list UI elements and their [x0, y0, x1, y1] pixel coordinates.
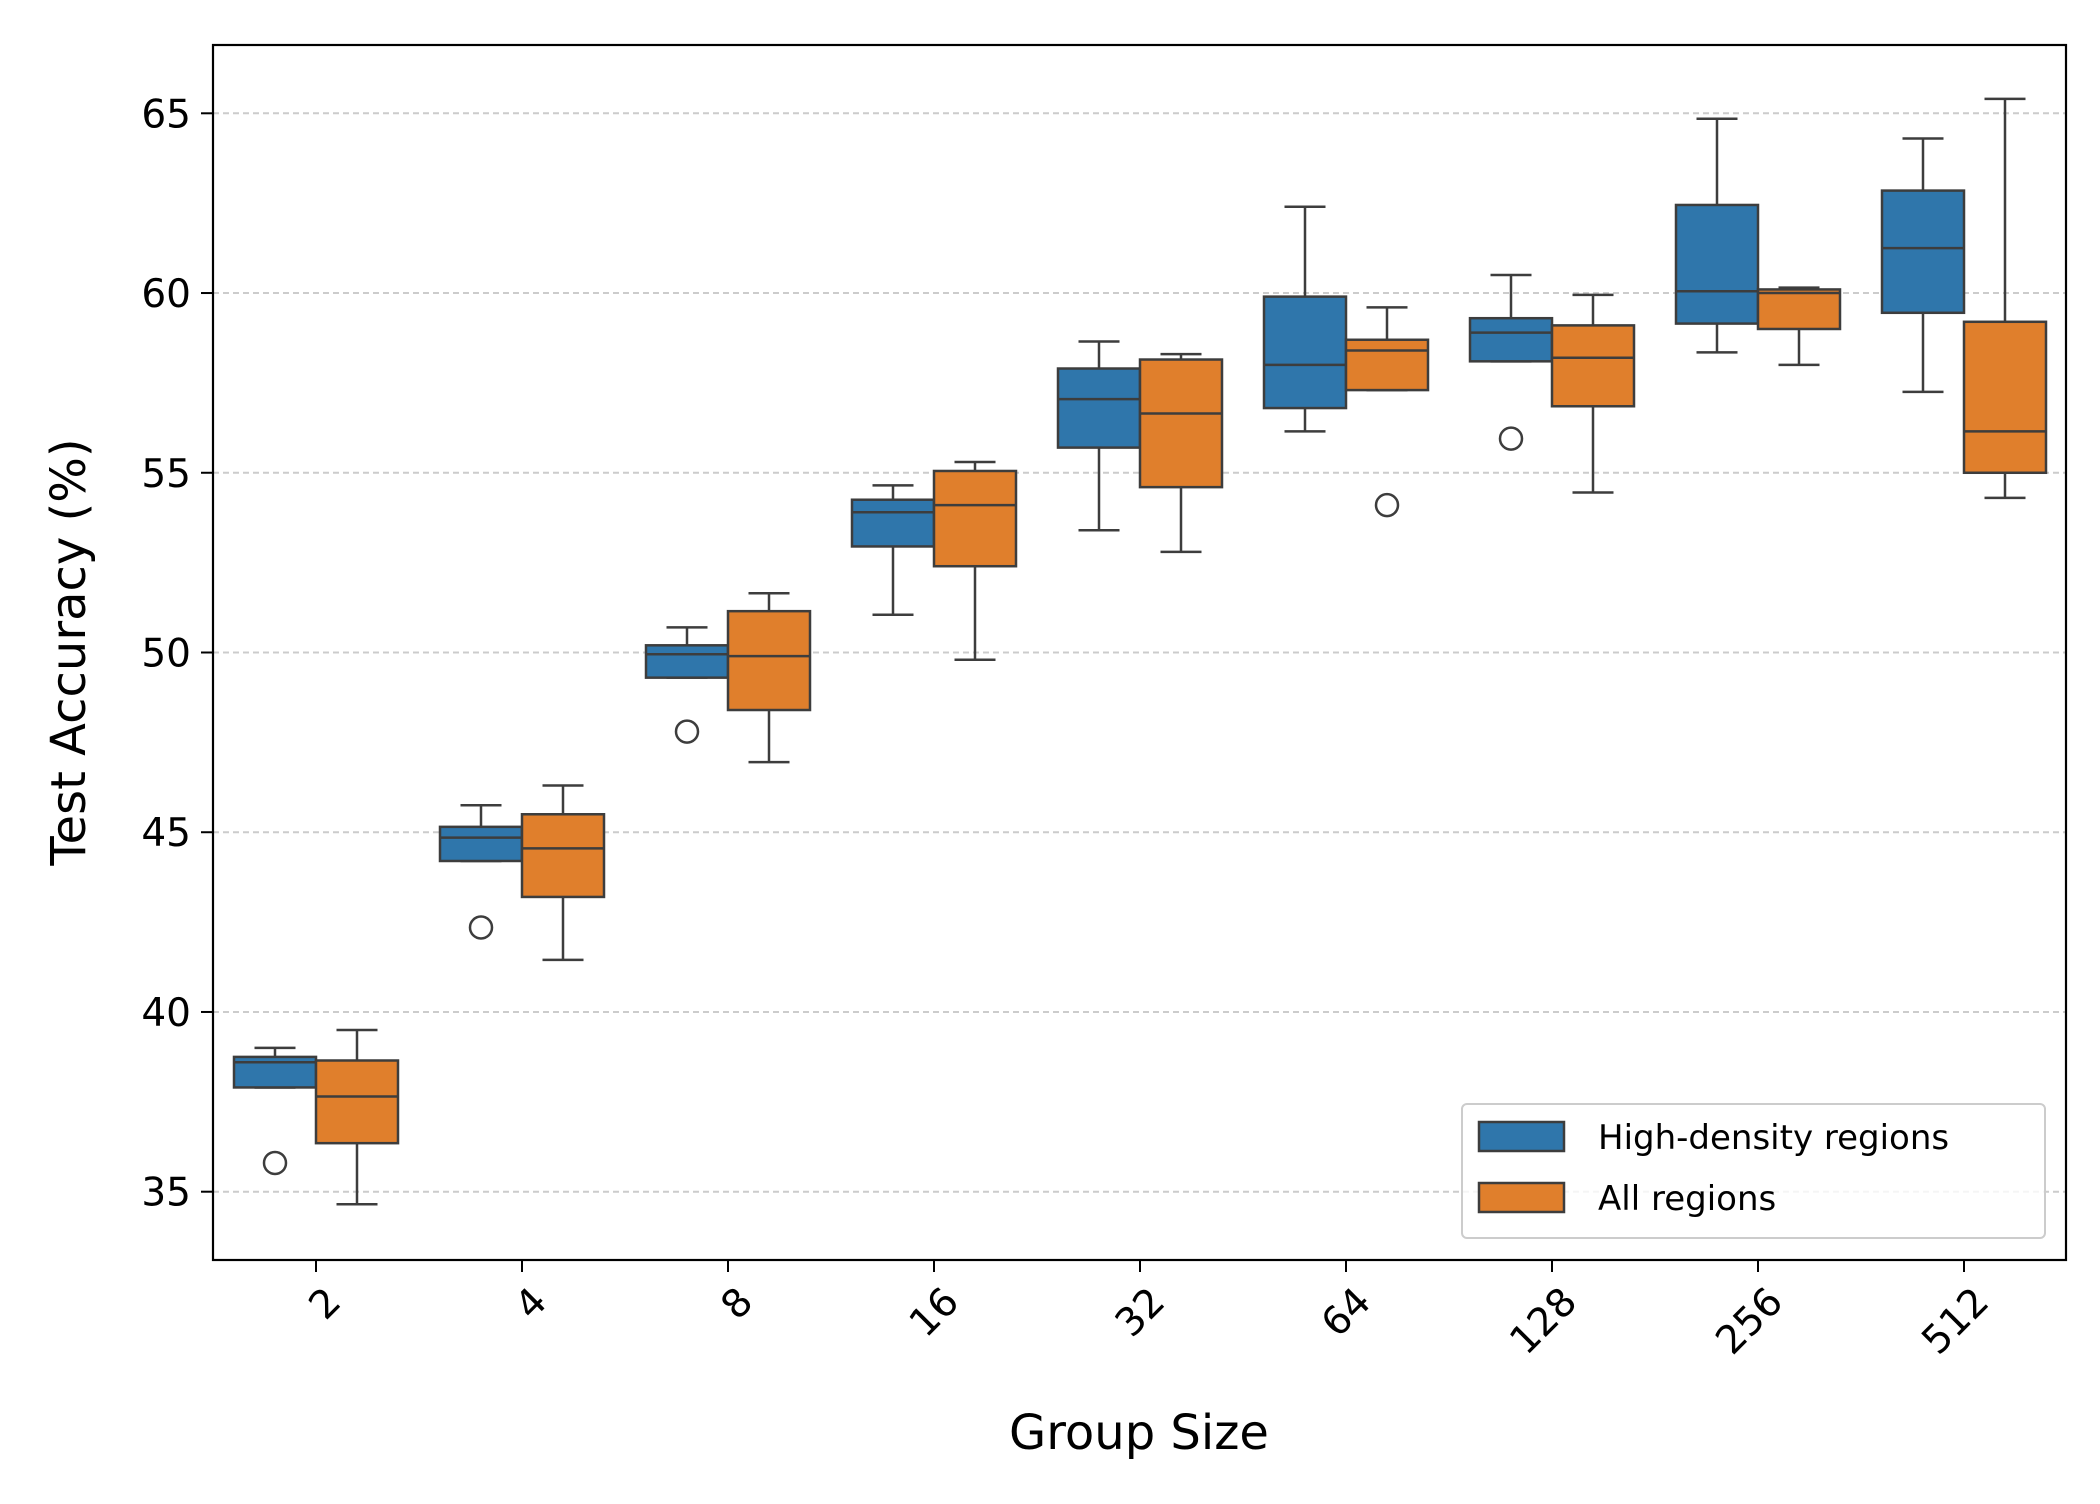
x-tick-label: 8: [713, 1279, 762, 1328]
box-body: [520, 813, 606, 899]
box-body: [314, 1059, 400, 1145]
x-tick-label: 128: [1501, 1279, 1585, 1363]
box-all-regions-64: [1344, 306, 1430, 518]
box-high-density-2: [232, 1046, 318, 1176]
box-body: [1056, 367, 1142, 449]
box-high-density-16: [850, 484, 936, 617]
box-body: [1550, 324, 1636, 408]
box-body: [1262, 295, 1348, 410]
box-body: [1962, 320, 2048, 475]
legend-swatch-high-density: [1477, 1120, 1566, 1153]
outlier-point: [468, 915, 494, 940]
legend-label-high-density: High-density regions: [1598, 1118, 1949, 1158]
box-all-regions-32: [1138, 352, 1224, 554]
y-tick-label: 50: [141, 632, 191, 677]
box-all-regions-2: [314, 1028, 400, 1206]
box-all-regions-16: [932, 460, 1018, 661]
y-tick-label: 60: [141, 272, 191, 317]
x-tick-label: 32: [1107, 1279, 1174, 1346]
box-series: [232, 97, 2048, 1206]
legend-frame: [1461, 1103, 2046, 1239]
outlier-point: [1498, 426, 1524, 451]
box-body: [850, 498, 936, 548]
x-tick-label: 256: [1707, 1279, 1791, 1363]
box-body: [1344, 338, 1430, 392]
box-all-regions-512: [1962, 97, 2048, 500]
box-high-density-4: [438, 804, 524, 940]
y-tick-label: 65: [141, 92, 191, 137]
box-body: [438, 825, 524, 863]
box-body: [1674, 203, 1760, 325]
box-body: [1880, 189, 1966, 315]
x-tick-label: 512: [1913, 1279, 1997, 1363]
y-tick-label: 55: [141, 452, 191, 497]
box-body: [1756, 288, 1842, 331]
box-high-density-256: [1674, 117, 1760, 354]
gridlines: [213, 112, 2066, 1193]
box-body: [1468, 316, 1554, 363]
y-axis-title: Test Accuracy (%): [41, 438, 97, 866]
box-all-regions-128: [1550, 293, 1636, 494]
box-body: [932, 469, 1018, 568]
box-all-regions-256: [1756, 286, 1842, 367]
y-tick-label: 45: [141, 811, 191, 856]
x-tick-label: 64: [1313, 1279, 1380, 1346]
legend[interactable]: High-density regions All regions: [1461, 1103, 2046, 1239]
x-axis-title: Group Size: [1009, 1405, 1269, 1461]
legend-label-all-regions: All regions: [1598, 1179, 1776, 1219]
box-all-regions-4: [520, 784, 606, 962]
box-high-density-512: [1880, 137, 1966, 394]
box-high-density-64: [1262, 205, 1348, 433]
outlier-point: [262, 1150, 288, 1176]
box-high-density-128: [1468, 273, 1554, 451]
x-tick-label: 4: [507, 1279, 556, 1328]
box-high-density-8: [644, 626, 730, 744]
box-all-regions-8: [726, 591, 812, 764]
y-tick-label: 35: [141, 1171, 191, 1216]
x-tick-label: 2: [301, 1279, 350, 1328]
outlier-point: [1374, 492, 1400, 518]
box-body: [726, 609, 812, 712]
box-body: [644, 644, 730, 679]
legend-swatch-all-regions: [1477, 1181, 1566, 1214]
outlier-point: [674, 719, 700, 744]
y-tick-label: 40: [141, 991, 191, 1036]
box-body: [1138, 358, 1224, 489]
box-high-density-32: [1056, 340, 1142, 532]
x-tick-label: 16: [901, 1279, 968, 1346]
